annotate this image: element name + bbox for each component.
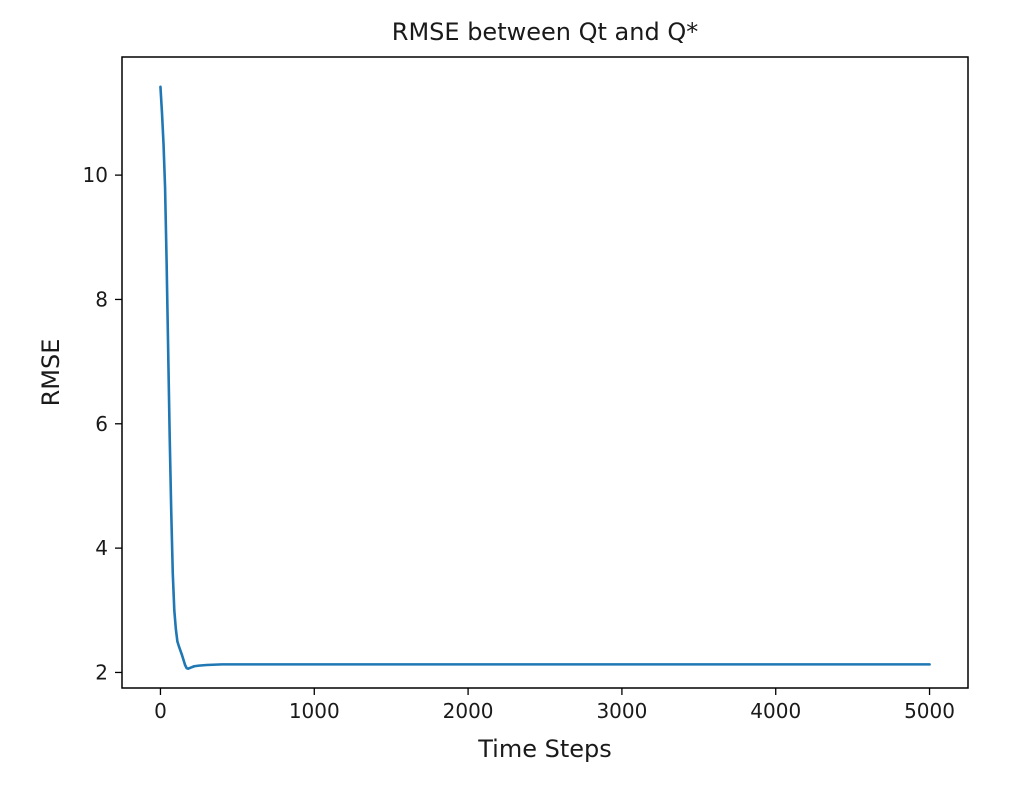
x-axis-ticks: 0 1000 2000 3000 4000 5000	[154, 688, 955, 723]
x-tick-label: 2000	[443, 699, 494, 723]
y-axis-title: RMSE	[37, 339, 65, 407]
chart-title: RMSE between Qt and Q*	[392, 18, 698, 46]
y-tick-label: 2	[95, 660, 108, 684]
plot-frame	[121, 56, 969, 689]
x-axis-title: Time Steps	[477, 735, 612, 763]
x-tick-label: 0	[154, 699, 167, 723]
y-axis-ticks: 2 4 6 8 10	[83, 163, 122, 684]
y-tick-label: 10	[83, 163, 108, 187]
y-tick-label: 8	[95, 287, 108, 311]
x-tick-label: 5000	[904, 699, 955, 723]
x-tick-label: 3000	[596, 699, 647, 723]
y-tick-label: 4	[95, 536, 108, 560]
x-tick-label: 4000	[750, 699, 801, 723]
x-tick-label: 1000	[289, 699, 340, 723]
series-line-rmse	[159, 85, 931, 671]
y-tick-label: 6	[95, 412, 108, 436]
